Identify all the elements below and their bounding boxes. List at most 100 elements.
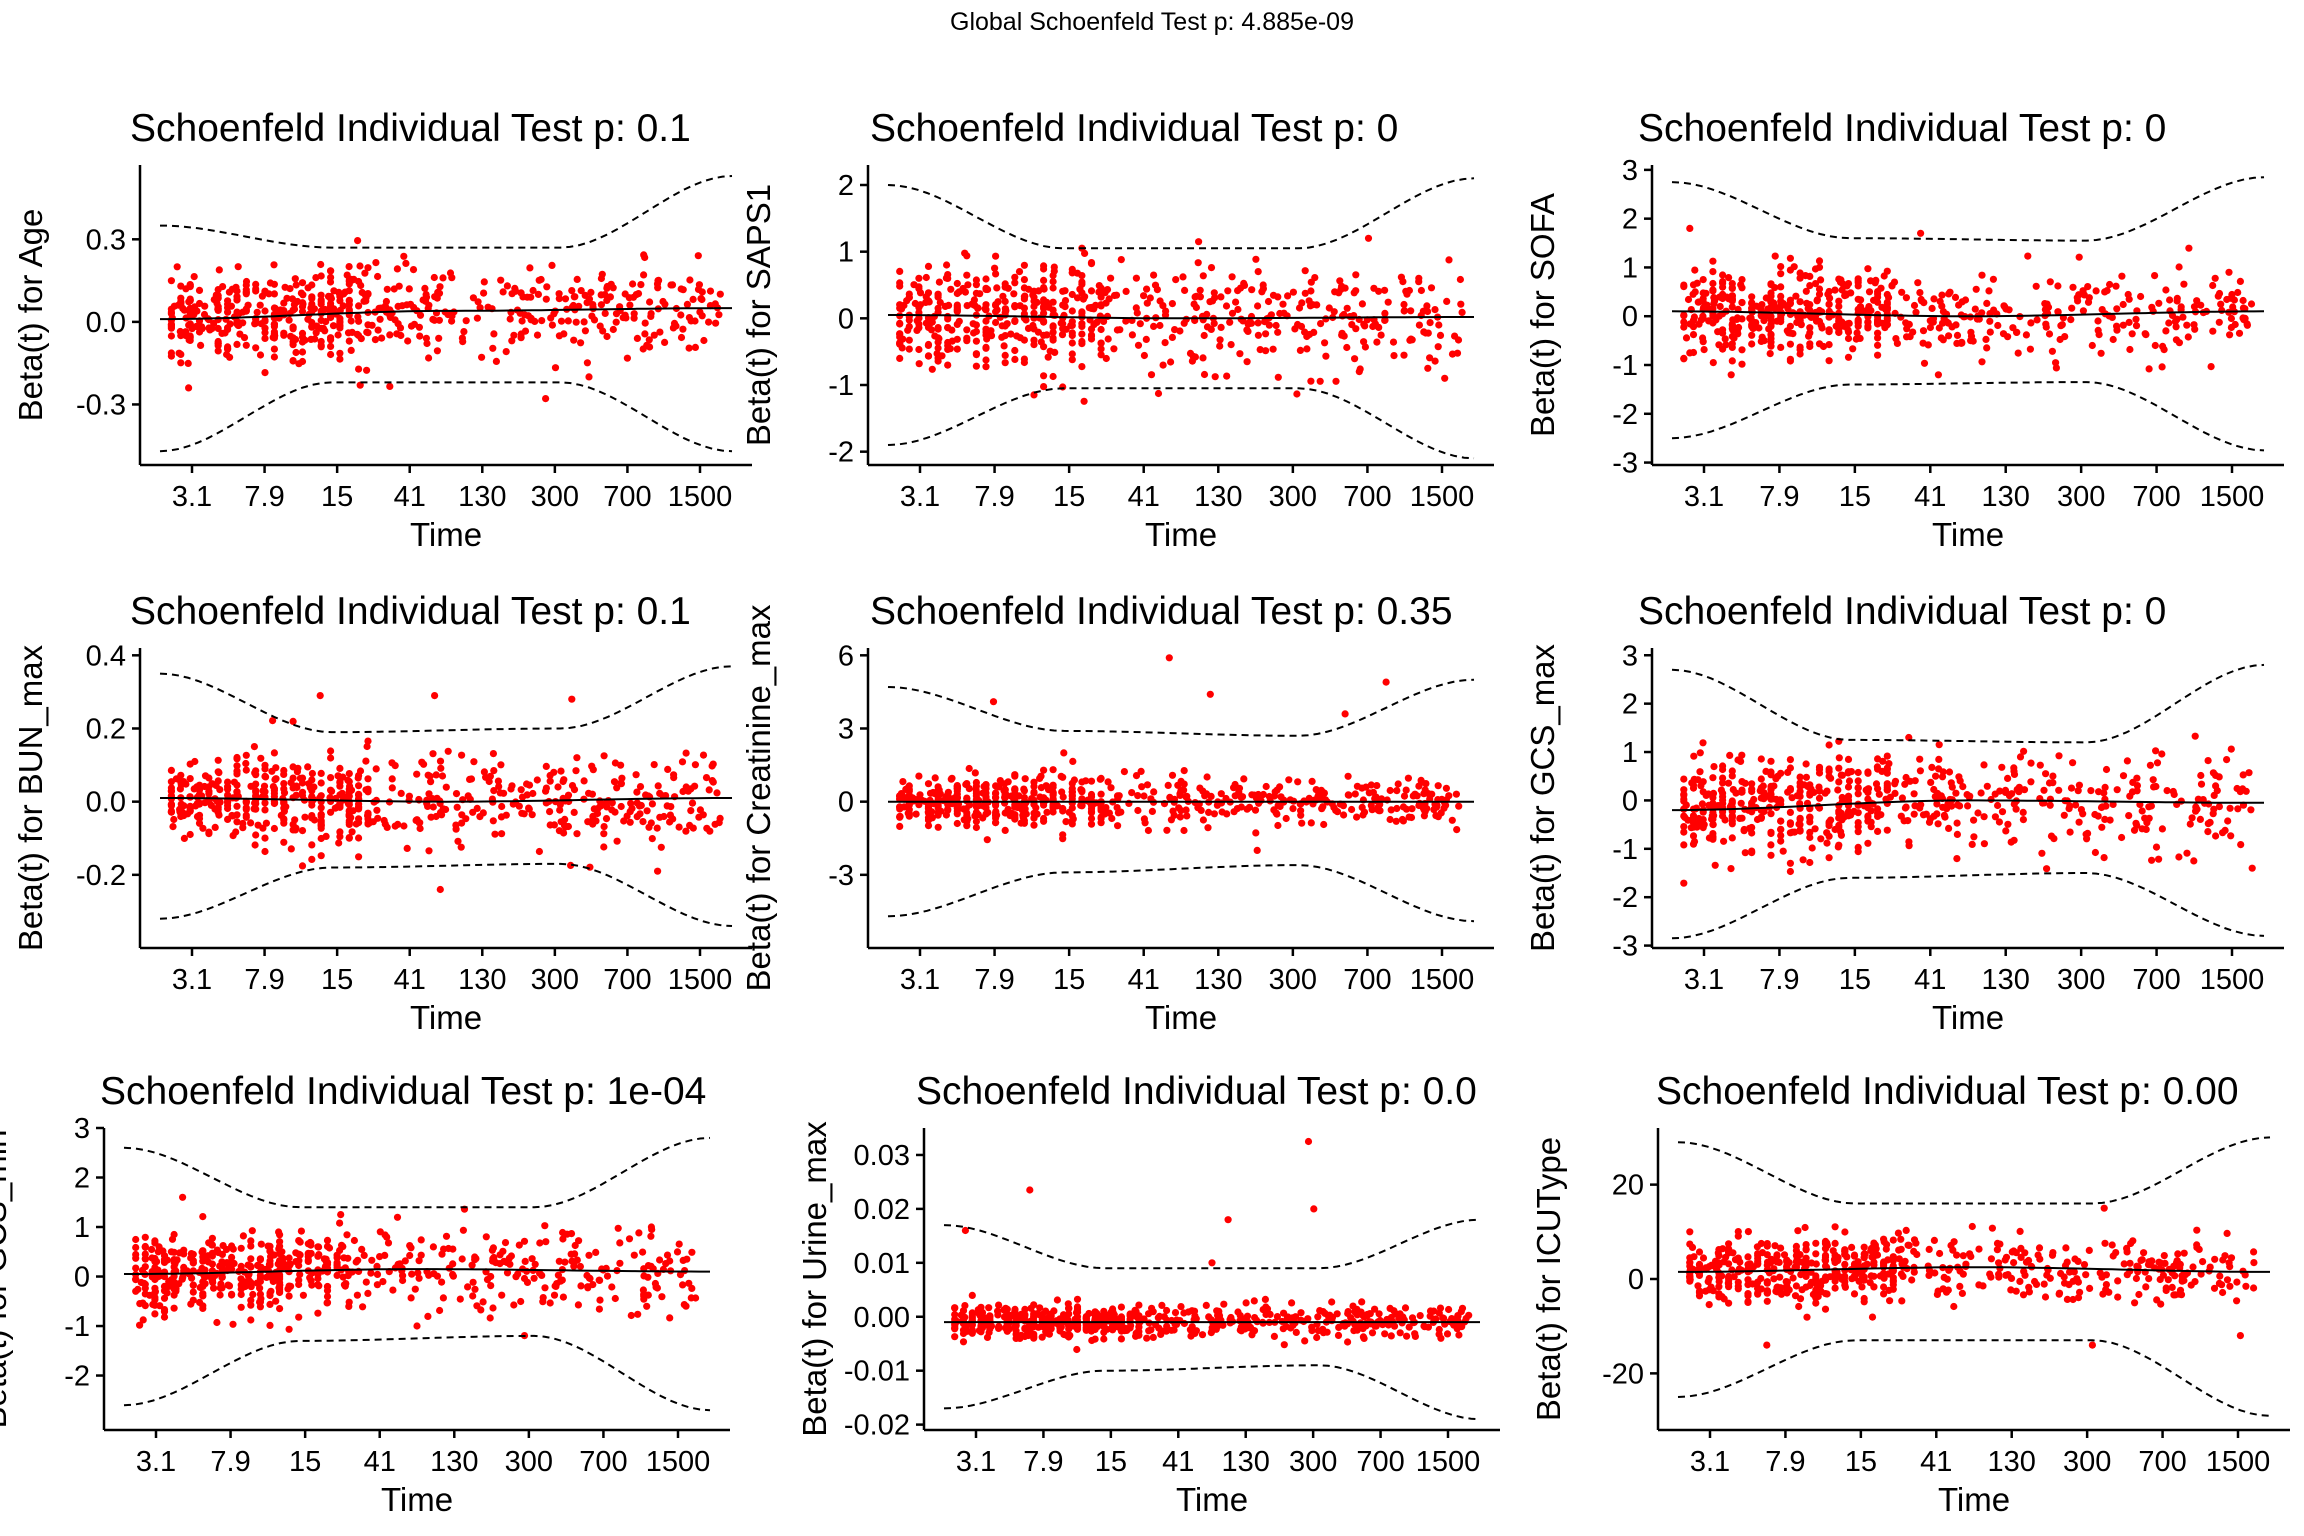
point (1393, 804, 1401, 813)
global-title: Global Schoenfeld Test p: 4.885e-09 (950, 8, 1354, 36)
point (2163, 787, 2171, 795)
point (343, 1231, 351, 1239)
point (306, 1238, 314, 1247)
point (168, 314, 176, 322)
point (345, 777, 353, 786)
point (498, 1291, 506, 1299)
point (1747, 825, 1755, 833)
point (1421, 786, 1429, 794)
point (189, 1296, 197, 1304)
point (982, 363, 990, 371)
point (1415, 801, 1423, 810)
point (280, 766, 288, 775)
point (407, 1244, 415, 1252)
point (1928, 763, 1936, 772)
point (1757, 775, 1765, 783)
point (1274, 328, 1282, 336)
point (953, 320, 961, 328)
point (1728, 767, 1736, 775)
point (924, 816, 933, 824)
point (1305, 297, 1313, 305)
point (1161, 311, 1170, 319)
point (1143, 299, 1151, 307)
point (1738, 814, 1746, 822)
point (1159, 361, 1167, 369)
point (1270, 1332, 1278, 1340)
point (1953, 855, 1961, 863)
point (1231, 792, 1239, 800)
point (1883, 769, 1891, 777)
point (317, 804, 325, 812)
point (715, 311, 723, 319)
point (1680, 797, 1688, 805)
point (141, 1280, 149, 1288)
point (1680, 823, 1688, 831)
point (1760, 317, 1768, 325)
point (247, 1296, 255, 1304)
point (617, 761, 625, 769)
point (404, 337, 412, 345)
point (289, 341, 297, 349)
point (1317, 320, 1325, 328)
point (2010, 764, 2018, 772)
point (327, 747, 335, 755)
point (237, 1303, 245, 1311)
point (2199, 796, 2207, 804)
point (1381, 309, 1389, 317)
point (252, 831, 260, 839)
point (1748, 340, 1756, 348)
point (554, 783, 562, 791)
point (1078, 363, 1086, 371)
point (242, 751, 250, 759)
point (992, 301, 1000, 310)
point (637, 281, 645, 289)
point (1719, 796, 1727, 804)
point (1381, 316, 1389, 324)
point (1994, 321, 2002, 330)
point (600, 823, 608, 831)
point (1956, 802, 1964, 810)
point (1898, 794, 1906, 802)
point (1011, 771, 1019, 779)
point (1307, 278, 1315, 286)
point (489, 1304, 497, 1312)
point (589, 301, 597, 309)
point (132, 1264, 140, 1272)
x-tick-label: 3.1 (956, 1446, 996, 1478)
point (896, 822, 904, 831)
point (1387, 1332, 1395, 1340)
point (1930, 295, 1938, 303)
point (2247, 300, 2256, 308)
y-tick-label: -1 (1612, 834, 1638, 866)
point (327, 302, 335, 310)
point (479, 1298, 487, 1306)
point (1808, 844, 1816, 852)
point (1978, 358, 1986, 366)
point (972, 281, 981, 289)
point (910, 281, 918, 289)
point (427, 778, 435, 786)
point (1928, 304, 1936, 312)
point (264, 1242, 272, 1250)
point (2069, 759, 2077, 767)
smooth-line (888, 314, 1474, 320)
point (682, 827, 690, 835)
point (280, 329, 288, 337)
point (345, 296, 353, 304)
point (2026, 345, 2034, 353)
point (396, 1260, 404, 1268)
point (1040, 331, 1048, 339)
outlier-point (568, 695, 576, 703)
point (2162, 327, 2170, 335)
y-axis-label: Beta(t) for Age (12, 209, 49, 422)
point (686, 276, 694, 284)
point (1179, 273, 1187, 281)
point (548, 261, 556, 269)
point (298, 827, 307, 835)
point (473, 1302, 481, 1310)
point (355, 802, 363, 811)
point (1835, 764, 1843, 772)
point (233, 753, 241, 762)
point (2197, 780, 2206, 788)
point (945, 301, 953, 309)
